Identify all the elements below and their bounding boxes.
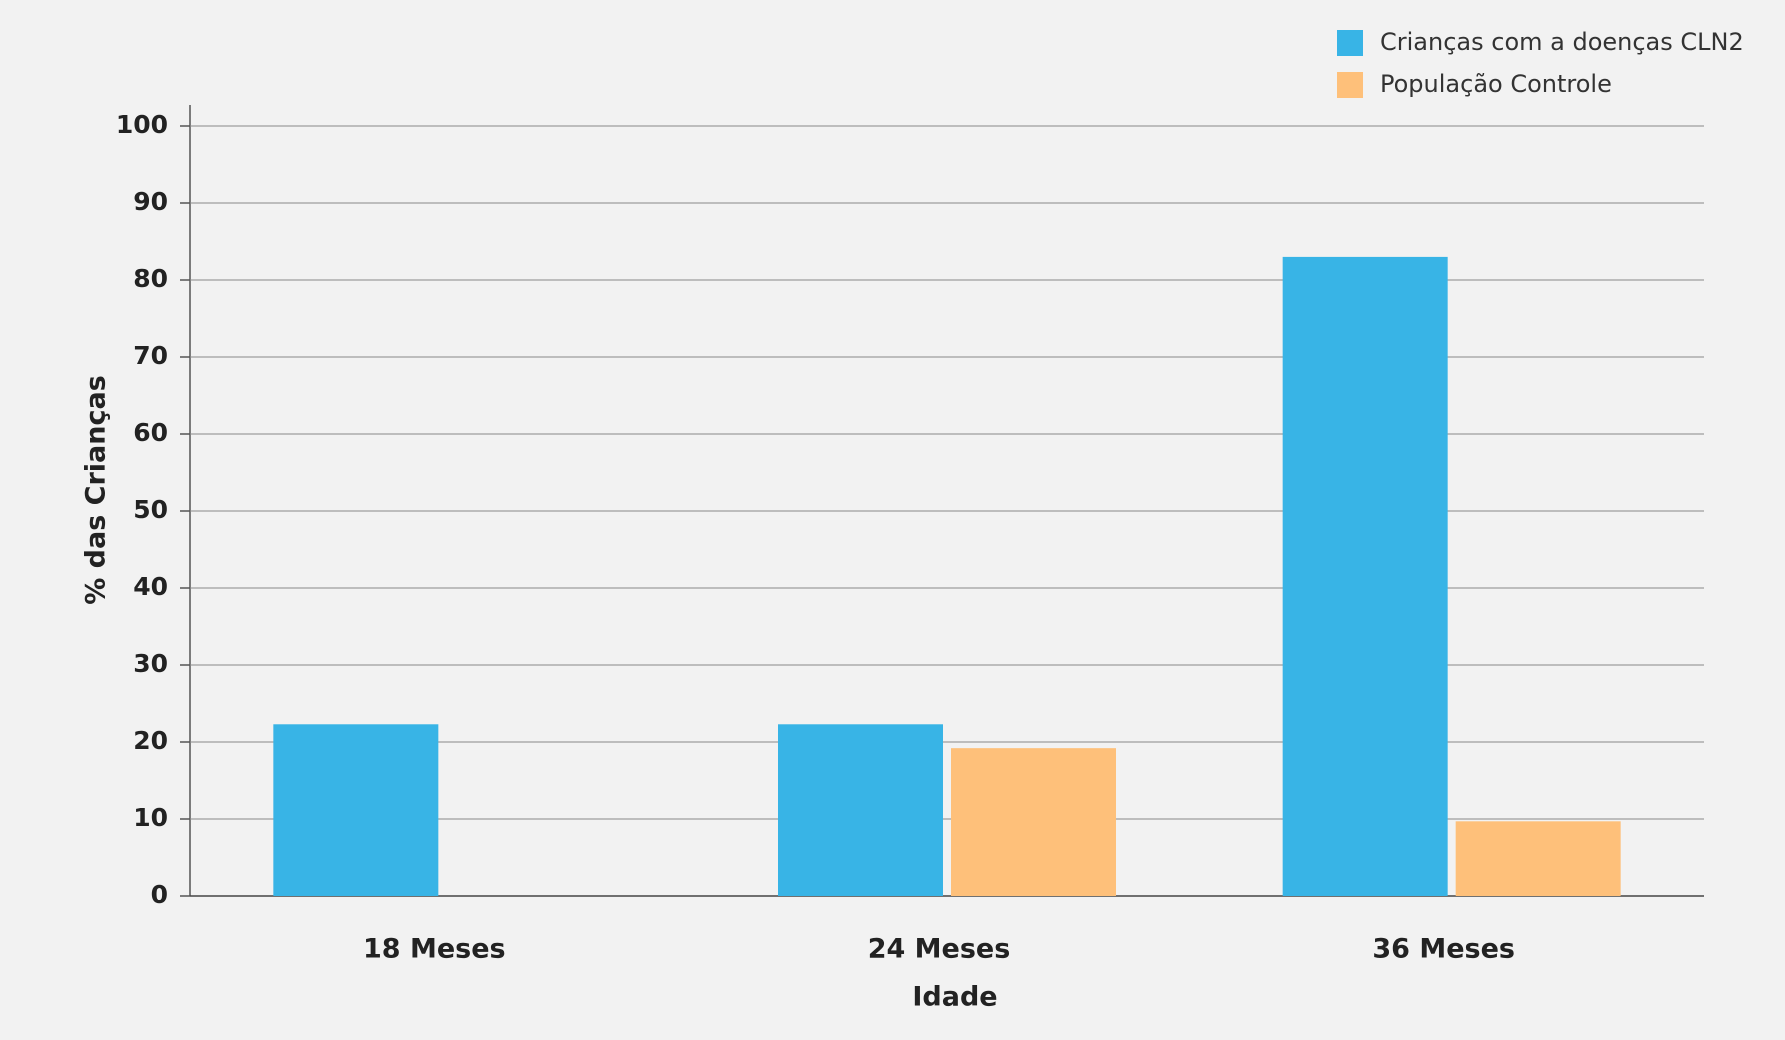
bar [1455, 821, 1621, 896]
y-tick-label: 90 [133, 187, 168, 216]
y-tick-label: 30 [133, 649, 168, 678]
x-axis-title: Idade [912, 982, 997, 1013]
y-tick-label: 20 [133, 726, 168, 755]
bar [951, 748, 1116, 896]
legend-swatch [1337, 30, 1363, 56]
y-tick-label: 100 [116, 110, 168, 139]
y-tick-label: 60 [133, 418, 168, 447]
bar [778, 724, 943, 896]
x-tick-label: 18 Meses [363, 934, 506, 965]
y-axis-title: % das Crianças [81, 375, 112, 605]
bar [273, 724, 439, 896]
x-tick-label: 24 Meses [868, 934, 1011, 965]
legend-label: Crianças com a doenças CLN2 [1380, 28, 1744, 56]
y-tick-label: 40 [133, 572, 168, 601]
legend-label: População Controle [1380, 70, 1612, 98]
legend-swatch [1337, 72, 1363, 98]
y-tick-label: 0 [151, 880, 168, 909]
x-tick-label: 36 Meses [1372, 934, 1515, 965]
y-tick-label: 10 [133, 803, 168, 832]
y-tick-label: 70 [133, 341, 168, 370]
y-tick-label: 50 [133, 495, 168, 524]
bar [1282, 256, 1448, 896]
y-tick-label: 80 [133, 264, 168, 293]
